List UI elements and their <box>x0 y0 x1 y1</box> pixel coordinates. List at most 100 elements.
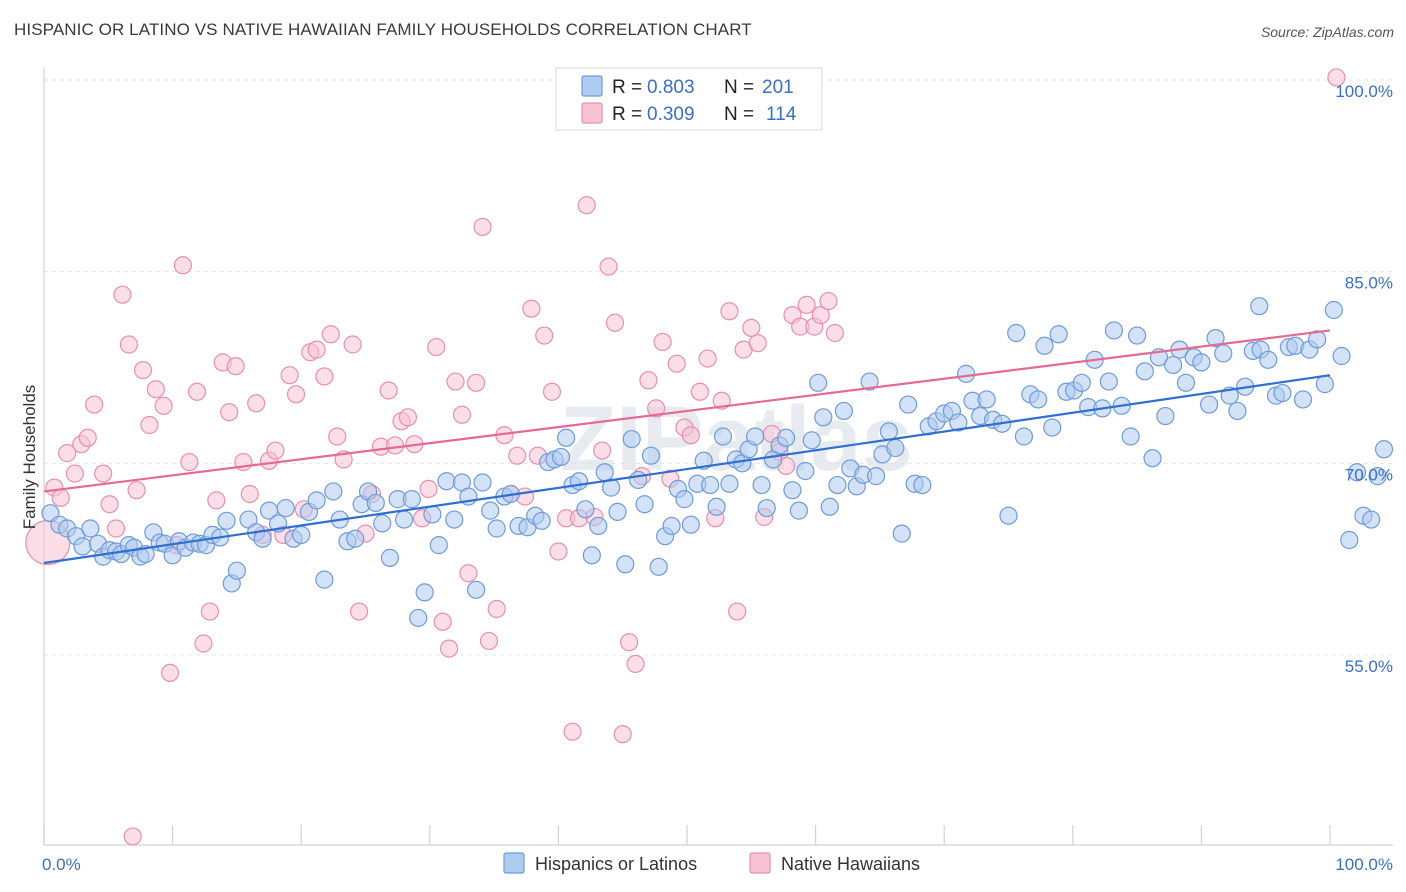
native-hawaiians-point <box>653 332 672 352</box>
native-hawaiians-point <box>681 426 700 445</box>
hispanics-point <box>828 475 847 495</box>
hispanics-trend-line <box>43 374 1331 565</box>
native-hawaiians-point <box>593 441 612 460</box>
hispanics-point <box>1099 372 1118 391</box>
hispanics-point <box>1127 326 1147 345</box>
native-hawaiians-point <box>613 725 632 744</box>
hispanics-point <box>892 524 911 543</box>
hispanics-point <box>649 557 668 576</box>
hispanics-point <box>1007 323 1026 343</box>
native-hawaiians-point <box>154 396 173 415</box>
native-hawaiians-point <box>398 408 418 427</box>
legend-r-value-2: 0.309 <box>647 104 695 125</box>
native-hawaiians-point <box>173 256 192 275</box>
native-hawaiians-point <box>647 399 666 418</box>
native-hawaiians-point <box>200 602 219 621</box>
native-hawaiians-point <box>522 299 541 318</box>
native-hawaiians-point <box>452 405 472 424</box>
native-hawaiians-point <box>127 481 146 500</box>
hispanics-point <box>73 537 92 556</box>
native-hawaiians-point <box>728 602 747 621</box>
legend-swatch-native-hawaiians <box>581 102 603 124</box>
native-hawaiians-point <box>599 257 618 276</box>
native-hawaiians-point <box>811 306 830 325</box>
hispanics-point <box>860 372 879 391</box>
native-hawaiians-point <box>94 464 113 483</box>
hispanics-point <box>949 413 968 432</box>
hispanics-point <box>276 498 295 518</box>
bottom-legend-swatch-native-hawaiians <box>749 852 771 874</box>
hispanics-point <box>1164 355 1183 375</box>
hispanics-point <box>789 501 808 520</box>
hispanics-point <box>576 500 595 519</box>
hispanics-point <box>681 515 700 534</box>
hispanics-point <box>1192 353 1211 372</box>
native-hawaiians-point <box>473 217 492 237</box>
native-hawaiians-point <box>577 196 596 215</box>
hispanics-point <box>409 608 428 628</box>
axes <box>43 68 1393 846</box>
hispanics-point <box>622 429 641 449</box>
hispanics-point <box>437 472 456 491</box>
native-hawaiians-point <box>698 349 717 368</box>
native-hawaiians-point <box>466 373 486 392</box>
hispanics-point <box>1347 463 1367 482</box>
legend-n-label-1: N = <box>724 77 754 98</box>
hispanics-point <box>1035 336 1054 355</box>
hispanics-point <box>402 490 421 509</box>
native-hawaiians-point <box>315 367 334 386</box>
hispanics-point <box>582 546 601 565</box>
hispanics-point <box>1315 375 1334 394</box>
hispanics-point <box>999 506 1018 525</box>
y-tick-label-55: 55.0% <box>1345 657 1393 676</box>
native-hawaiians-point <box>720 302 739 321</box>
hispanics-point <box>292 525 311 544</box>
y-tick-labels: 55.0% 70.0% 85.0% 100.0% <box>1335 82 1393 676</box>
native-hawaiians-point <box>508 446 527 465</box>
native-hawaiians-point <box>78 428 97 447</box>
hispanics-point <box>557 428 576 447</box>
hispanics-point <box>866 467 886 486</box>
bottom-legend-label-hispanics: Hispanics or Latinos <box>535 854 697 874</box>
native-hawaiians-point <box>690 382 709 401</box>
hispanics-point <box>589 516 608 536</box>
hispanics-point <box>796 461 815 481</box>
native-hawaiians-point <box>266 441 285 460</box>
hispanics-point <box>1374 440 1394 459</box>
hispanics-point <box>227 561 246 580</box>
hispanics-point <box>1121 427 1140 446</box>
native-hawaiians-point <box>433 612 452 631</box>
hispanics-point <box>1324 300 1343 320</box>
hispanics-point <box>641 446 661 465</box>
native-hawaiians-point <box>667 354 686 373</box>
native-hawaiians-point <box>321 325 340 344</box>
hispanics-point <box>217 511 236 530</box>
native-hawaiians-point <box>487 599 506 619</box>
hispanics-point <box>802 431 821 450</box>
hispanics-point <box>899 395 918 414</box>
hispanics-point <box>713 427 733 446</box>
hispanics-point <box>1214 344 1233 363</box>
hispanics-point <box>1259 350 1278 369</box>
x-tick-label-min: 0.0% <box>42 855 81 874</box>
hispanics-point <box>532 511 551 530</box>
y-tick-label-85: 85.0% <box>1345 274 1393 293</box>
native-hawaiians-point <box>620 633 639 652</box>
hispanics-point <box>1049 325 1068 344</box>
hispanics-points <box>41 297 1394 628</box>
hispanics-point <box>346 529 365 548</box>
y-tick-label-70: 70.0% <box>1345 465 1393 484</box>
chart-title: HISPANIC OR LATINO VS NATIVE HAWAIIAN FA… <box>14 20 752 39</box>
legend: R = 0.803 N = 201 R = 0.309 N = 114 <box>555 67 823 131</box>
legend-r-label-1: R = <box>612 77 642 98</box>
hispanics-point <box>81 519 100 538</box>
hispanics-point <box>445 510 464 529</box>
source-credit: Source: ZipAtlas.com <box>1260 24 1394 40</box>
hispanics-point <box>1014 427 1034 446</box>
hispanics-point <box>635 495 654 514</box>
hispanics-point <box>616 555 635 574</box>
hispanics-point <box>1293 390 1313 409</box>
hispanics-point <box>473 473 492 492</box>
hispanics-point <box>701 475 720 495</box>
